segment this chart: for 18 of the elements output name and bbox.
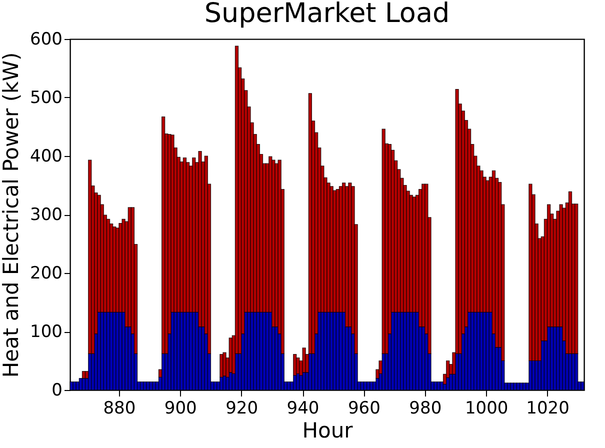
y-tick-label: 400 [30, 146, 62, 166]
x-tick-label: 940 [286, 398, 320, 418]
x-tick-label: 920 [226, 398, 258, 418]
x-axis-title: Hour [302, 418, 354, 442]
x-tick-label: 1000 [464, 398, 508, 418]
x-tick-label: 900 [164, 398, 197, 418]
y-tick-label: 100 [30, 322, 62, 342]
x-tick-label: 960 [348, 398, 380, 418]
x-tick-label: 1020 [526, 398, 570, 418]
y-tick-label: 600 [30, 30, 62, 50]
y-tick-label: 300 [30, 205, 62, 225]
y-tick-label: 200 [30, 264, 62, 284]
y-tick-label: 0 [52, 380, 62, 400]
x-tick-label: 880 [103, 398, 136, 418]
x-tick-label: 980 [409, 398, 442, 418]
chart-title: SuperMarket Load [204, 0, 450, 29]
y-tick-label: 500 [30, 88, 62, 108]
y-axis-title: Heat and Electrical Power (kW) [0, 52, 24, 378]
